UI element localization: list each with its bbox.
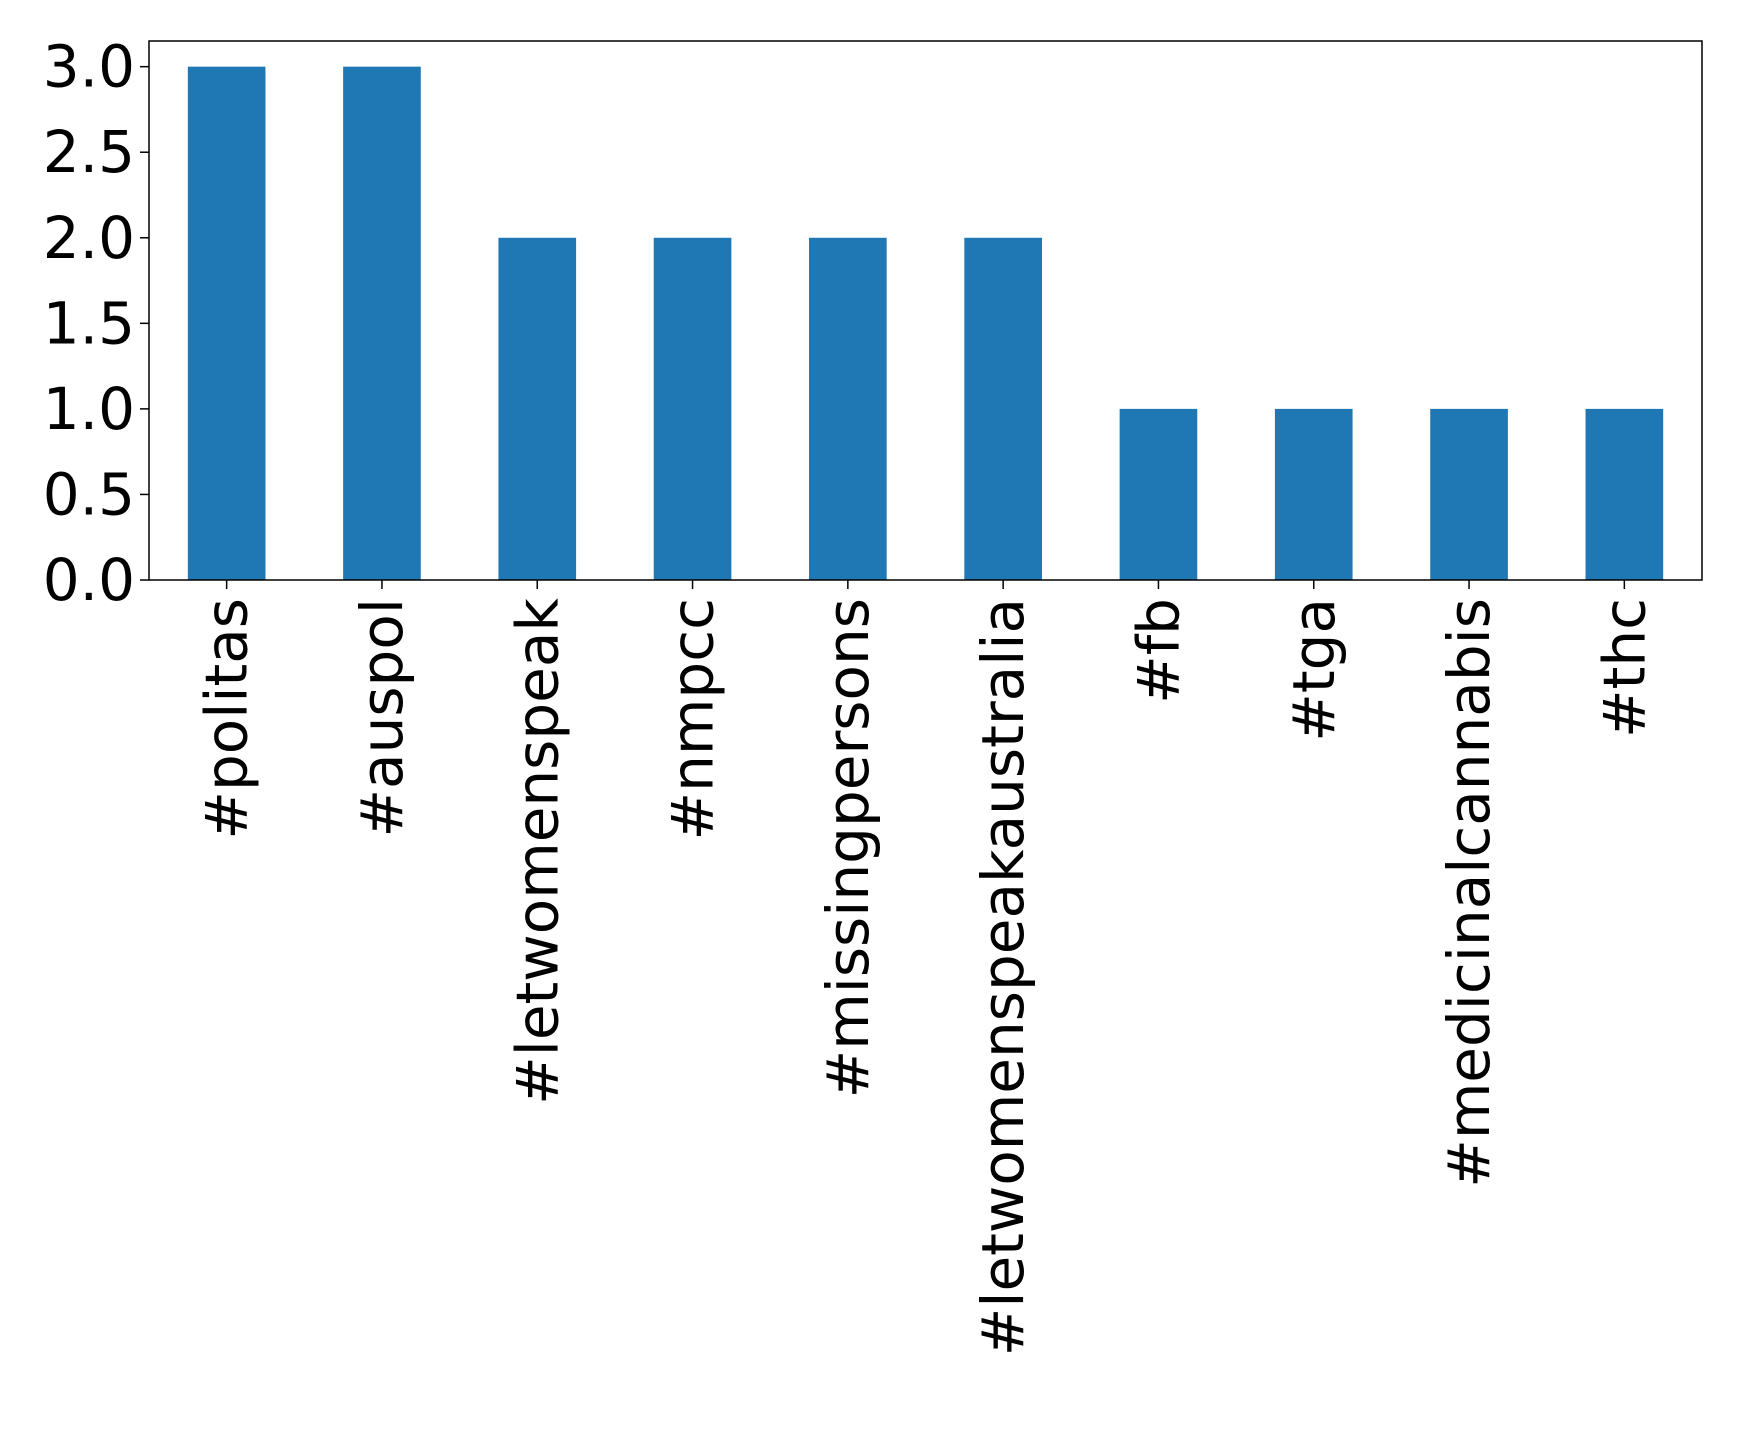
x-tick-label: #tga [1280,598,1348,742]
x-tick-label: #fb [1124,598,1192,704]
y-tick-label: 1.0 [43,375,135,443]
x-tick-label: #letwomenspeakaustralia [969,598,1037,1356]
y-tick-label: 2.5 [43,118,135,186]
bar-politas [187,66,266,581]
x-tick-label: #missingpersons [814,598,882,1098]
x-tick-label: #thc [1590,598,1658,738]
x-tick-label: #politas [193,598,261,840]
bar-letwomenspeak [498,237,577,580]
y-tick-label: 1.5 [43,289,135,357]
bar-letwomenspeakaustralia [964,237,1042,580]
y-tick-label: 0.5 [43,460,135,528]
x-tick-label: #auspol [348,598,416,838]
plot-frame [148,40,1703,581]
bar-missingpersons [809,237,887,580]
x-axis: #politas #auspol #letwomenspeak #nmpcc #miss… [193,580,1658,1356]
bar-thc [1585,408,1664,580]
bar-auspol [343,66,421,581]
x-tick-label: #nmpcc [659,598,727,840]
y-tick-label: 2.0 [43,204,135,272]
x-tick-label: #medicinalcannabis [1435,598,1503,1188]
bar-nmpcc [653,237,732,580]
bar-tga [1274,408,1353,580]
bar-medicinalcannabis [1430,408,1508,580]
y-tick-label: 0.0 [43,546,135,614]
y-tick-label: 3.0 [43,33,135,101]
y-axis: 0.0 0.5 1.0 1.5 2.0 2.5 3.0 [43,33,149,614]
bar-fb [1119,408,1198,580]
x-tick-label: #letwomenspeak [503,598,571,1105]
bars-layer [187,66,1664,581]
